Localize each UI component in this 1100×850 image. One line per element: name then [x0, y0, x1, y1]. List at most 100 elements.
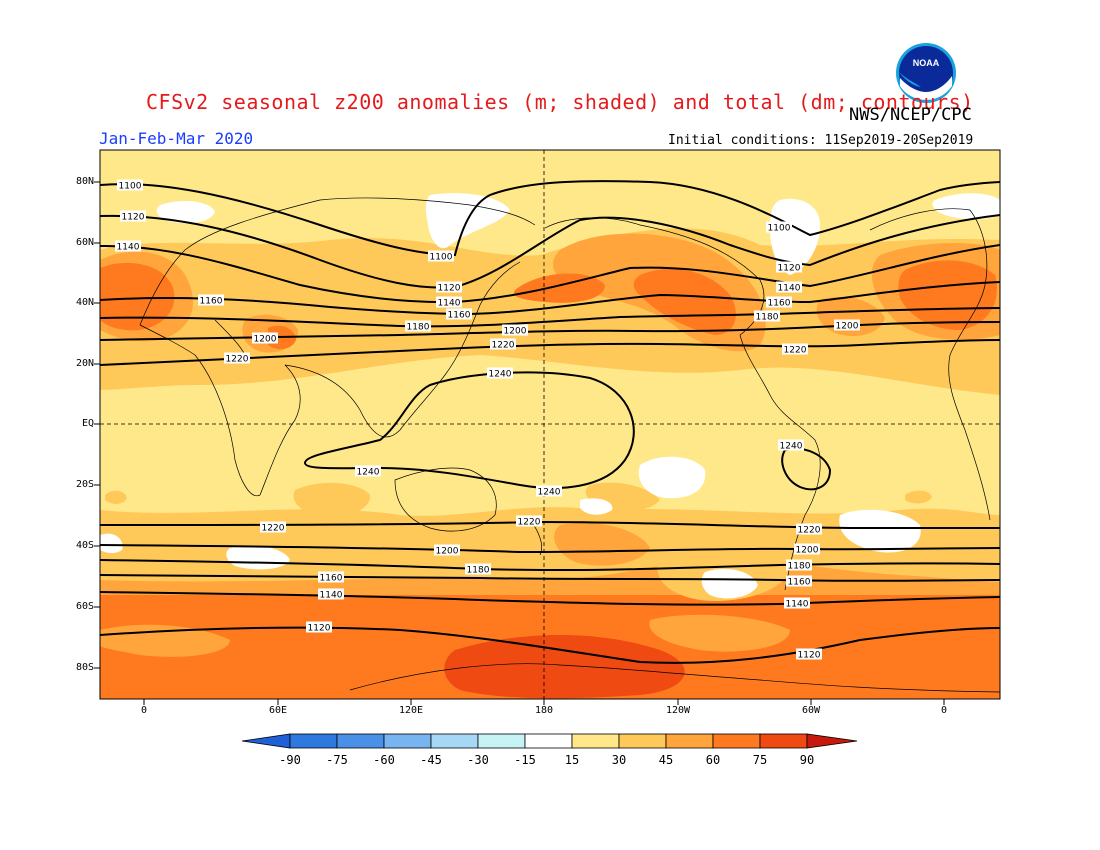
contour-label: 1140 [115, 240, 141, 253]
svg-text:1180: 1180 [756, 313, 779, 323]
contour-label: 1220 [782, 343, 808, 356]
contour-line [781, 447, 832, 491]
contour-line [100, 559, 1000, 572]
contour-label: 1200 [794, 543, 820, 556]
contour-label: 1160 [446, 308, 472, 321]
svg-text:1220: 1220 [784, 346, 807, 356]
colorbar-label: 15 [564, 753, 580, 767]
colorbar-swatch [289, 733, 338, 749]
svg-text:1120: 1120 [308, 624, 331, 634]
agency-label: NWS/NCEP/CPC [849, 105, 972, 125]
lat-label-80s: 80S [75, 662, 94, 673]
svg-text:1120: 1120 [438, 284, 461, 294]
svg-text:1120: 1120 [798, 651, 821, 661]
contour-label: 1180 [405, 320, 431, 333]
svg-text:1140: 1140 [320, 591, 343, 601]
colorbar-swatch [524, 733, 573, 749]
contour-label: 1220 [516, 515, 542, 528]
contour-label: 1120 [796, 648, 822, 661]
colorbar [241, 733, 858, 749]
colorbar-swatch [571, 733, 620, 749]
lon-label-0: 0 [140, 705, 148, 716]
lat-label-20n: 20N [75, 358, 94, 369]
contour-line [303, 371, 635, 490]
contour-label: 1140 [436, 296, 462, 309]
contour-line [100, 180, 1000, 257]
anomaly-shading-near-zero [839, 509, 921, 553]
anomaly-shading-near-zero [701, 568, 758, 599]
lat-label-40s: 40S [75, 540, 94, 551]
lon-label-120w: 120W [665, 705, 691, 716]
colorbar-label: -75 [326, 753, 348, 767]
anomaly-shading-near-zero [580, 498, 613, 515]
colorbar-swatch [383, 733, 432, 749]
colorbar-swatch [477, 733, 526, 749]
colorbar-label: 90 [799, 753, 815, 767]
svg-text:1240: 1240 [538, 488, 561, 498]
colorbar-label: 60 [705, 753, 721, 767]
svg-text:1220: 1220 [262, 524, 285, 534]
coastlines [139, 197, 1000, 693]
anomaly-shading-near-zero [100, 533, 123, 554]
svg-text:1120: 1120 [122, 213, 145, 223]
colorbar-swatch [336, 733, 385, 749]
svg-text:1160: 1160 [320, 574, 343, 584]
svg-text:1140: 1140 [438, 299, 461, 309]
svg-text:1160: 1160 [768, 299, 791, 309]
contour-label: 1180 [786, 559, 812, 572]
noaa-logo-text: NOAA [913, 58, 940, 68]
svg-text:1200: 1200 [254, 335, 277, 345]
initial-conditions: Initial conditions: 11Sep2019-20Sep2019 [668, 133, 974, 148]
contour-label: 1240 [355, 465, 381, 478]
contour-line [100, 307, 1000, 328]
contour-label: 1140 [784, 597, 810, 610]
contour-label: 1220 [260, 521, 286, 534]
lat-label-40n: 40N [75, 297, 94, 308]
contour-label: 1200 [502, 324, 528, 337]
contour-label: 1160 [786, 575, 812, 588]
colorbar-swatch [759, 733, 808, 749]
anomaly-shading-near-zero [770, 198, 820, 275]
contour-label: 1160 [198, 294, 224, 307]
colorbar-swatch [618, 733, 667, 749]
anomaly-shading-30 [100, 228, 1000, 395]
contour-label: 1200 [834, 319, 860, 332]
colorbar-swatch [712, 733, 761, 749]
svg-text:1200: 1200 [836, 322, 859, 332]
svg-text:1220: 1220 [492, 341, 515, 351]
anomaly-shading-near-zero [638, 456, 706, 499]
svg-text:1180: 1180 [788, 562, 811, 572]
anomaly-shading-near-zero [156, 200, 215, 224]
contour-label: 1140 [776, 281, 802, 294]
svg-text:1240: 1240 [357, 468, 380, 478]
chart-title: CFSv2 seasonal z200 anomalies (m; shaded… [146, 90, 974, 114]
lon-label-60e: 60E [268, 705, 288, 716]
anomaly-shading-60 [898, 260, 997, 330]
contour-label: 1120 [120, 210, 146, 223]
contour-line [100, 244, 1000, 304]
svg-text:1160: 1160 [200, 297, 223, 307]
contour-label: 1100 [117, 179, 143, 192]
anomaly-shading-60 [633, 268, 736, 335]
colorbar-swatch [665, 733, 714, 749]
svg-text:1240: 1240 [780, 442, 803, 452]
colorbar-label: 75 [752, 753, 768, 767]
colorbar-label: -30 [467, 753, 489, 767]
anomaly-shading-75 [444, 635, 685, 699]
svg-text:1100: 1100 [430, 253, 453, 263]
colorbar-label: -90 [279, 753, 301, 767]
svg-text:1240: 1240 [489, 370, 512, 380]
svg-text:1220: 1220 [518, 518, 541, 528]
noaa-logo: NOAA [896, 43, 956, 103]
contour-line [100, 214, 1000, 289]
contour-line [100, 281, 1000, 316]
contour-line [100, 544, 1000, 554]
contour-label: 1140 [318, 588, 344, 601]
svg-text:1200: 1200 [796, 546, 819, 556]
contour-label: 1100 [428, 250, 454, 263]
axis-ticks [94, 181, 945, 705]
svg-text:1200: 1200 [436, 547, 459, 557]
contour-line [100, 339, 1000, 366]
colorbar-label: -60 [373, 753, 395, 767]
